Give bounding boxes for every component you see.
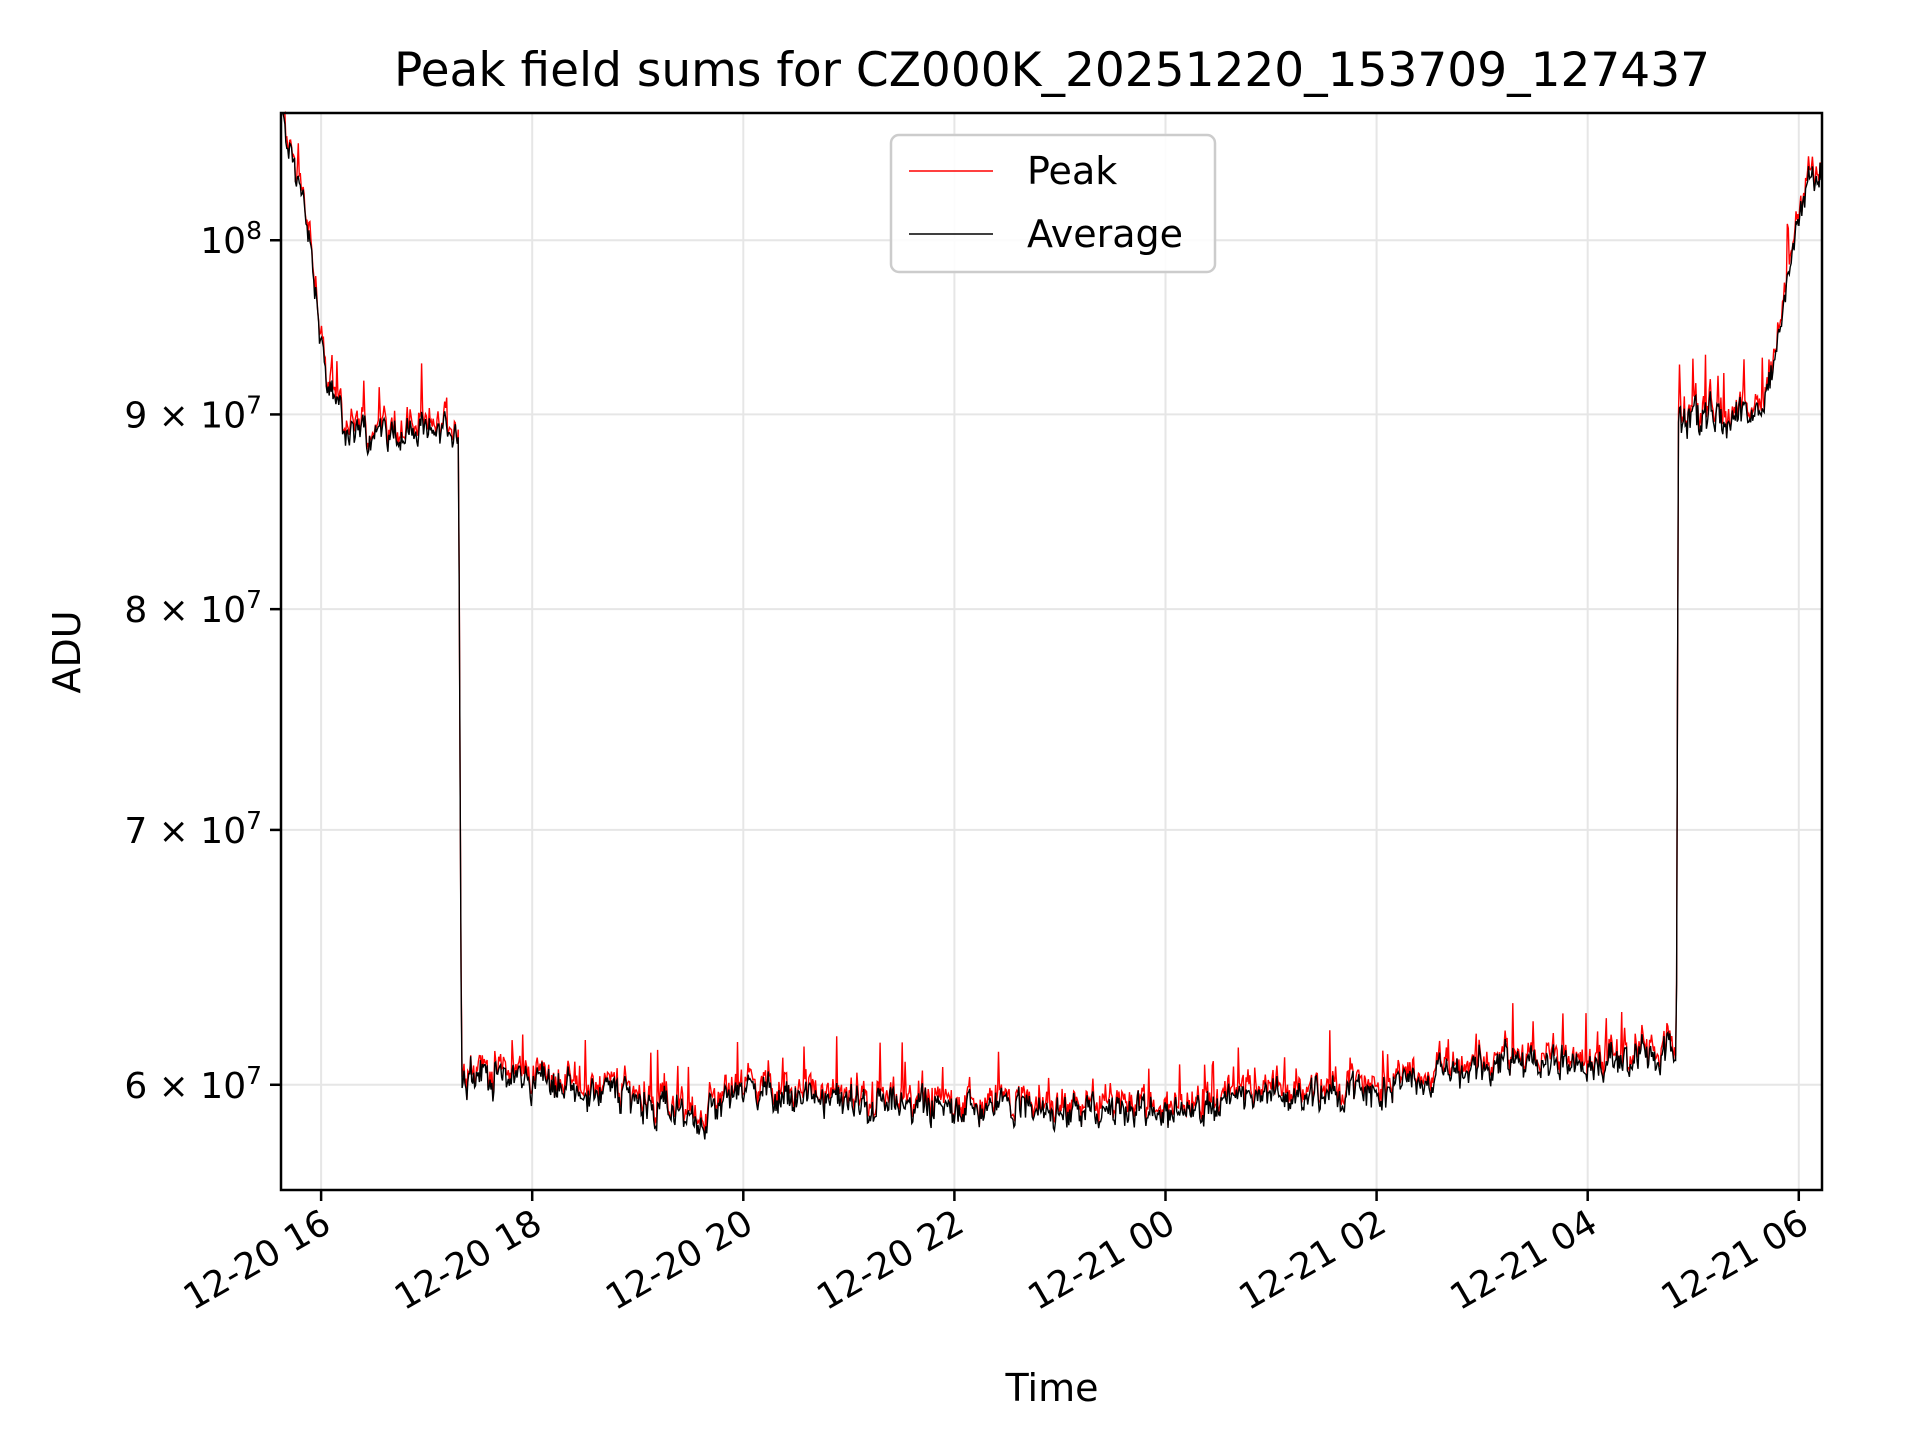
plot-frame: [279, 111, 1824, 1192]
legend: Peak Average: [889, 133, 1217, 274]
chart-title: Peak field sums for CZ000K_20251220_1537…: [394, 43, 1710, 98]
x-tick-label: 12-21 02: [1232, 1202, 1393, 1318]
y-tick-label: 9 × 107: [124, 390, 262, 437]
x-tick-label: 12-20 18: [388, 1202, 549, 1318]
y-tick-label: 7 × 107: [124, 805, 262, 852]
y-axis: 6 × 107 7 × 107 8 × 107 9 × 107 108: [124, 216, 281, 1107]
legend-label-average: Average: [1027, 212, 1183, 256]
legend-box: [889, 133, 1217, 274]
series-layer: [281, 110, 1823, 1140]
y-tick-label: 108: [200, 216, 262, 263]
y-tick-label: 8 × 107: [124, 585, 262, 632]
x-axis: 12-20 16 12-20 18 12-20 20 12-20 22 12-21 00…: [177, 1190, 1815, 1319]
x-tick-label: 12-20 20: [599, 1202, 760, 1318]
y-tick-label: 6 × 107: [124, 1060, 262, 1107]
series-line-peak: [281, 110, 1823, 1136]
x-tick-label: 12-21 04: [1444, 1202, 1605, 1318]
x-tick-label: 12-20 22: [810, 1202, 971, 1318]
grid-lines: [281, 113, 1822, 1190]
x-tick-label: 12-21 06: [1655, 1202, 1816, 1318]
x-tick-label: 12-20 16: [177, 1202, 338, 1318]
x-axis-label: Time: [1005, 1366, 1099, 1410]
y-axis-label: ADU: [45, 610, 89, 693]
x-tick-label: 12-21 00: [1021, 1202, 1182, 1318]
series-line-average: [281, 112, 1823, 1140]
legend-label-peak: Peak: [1027, 149, 1117, 193]
